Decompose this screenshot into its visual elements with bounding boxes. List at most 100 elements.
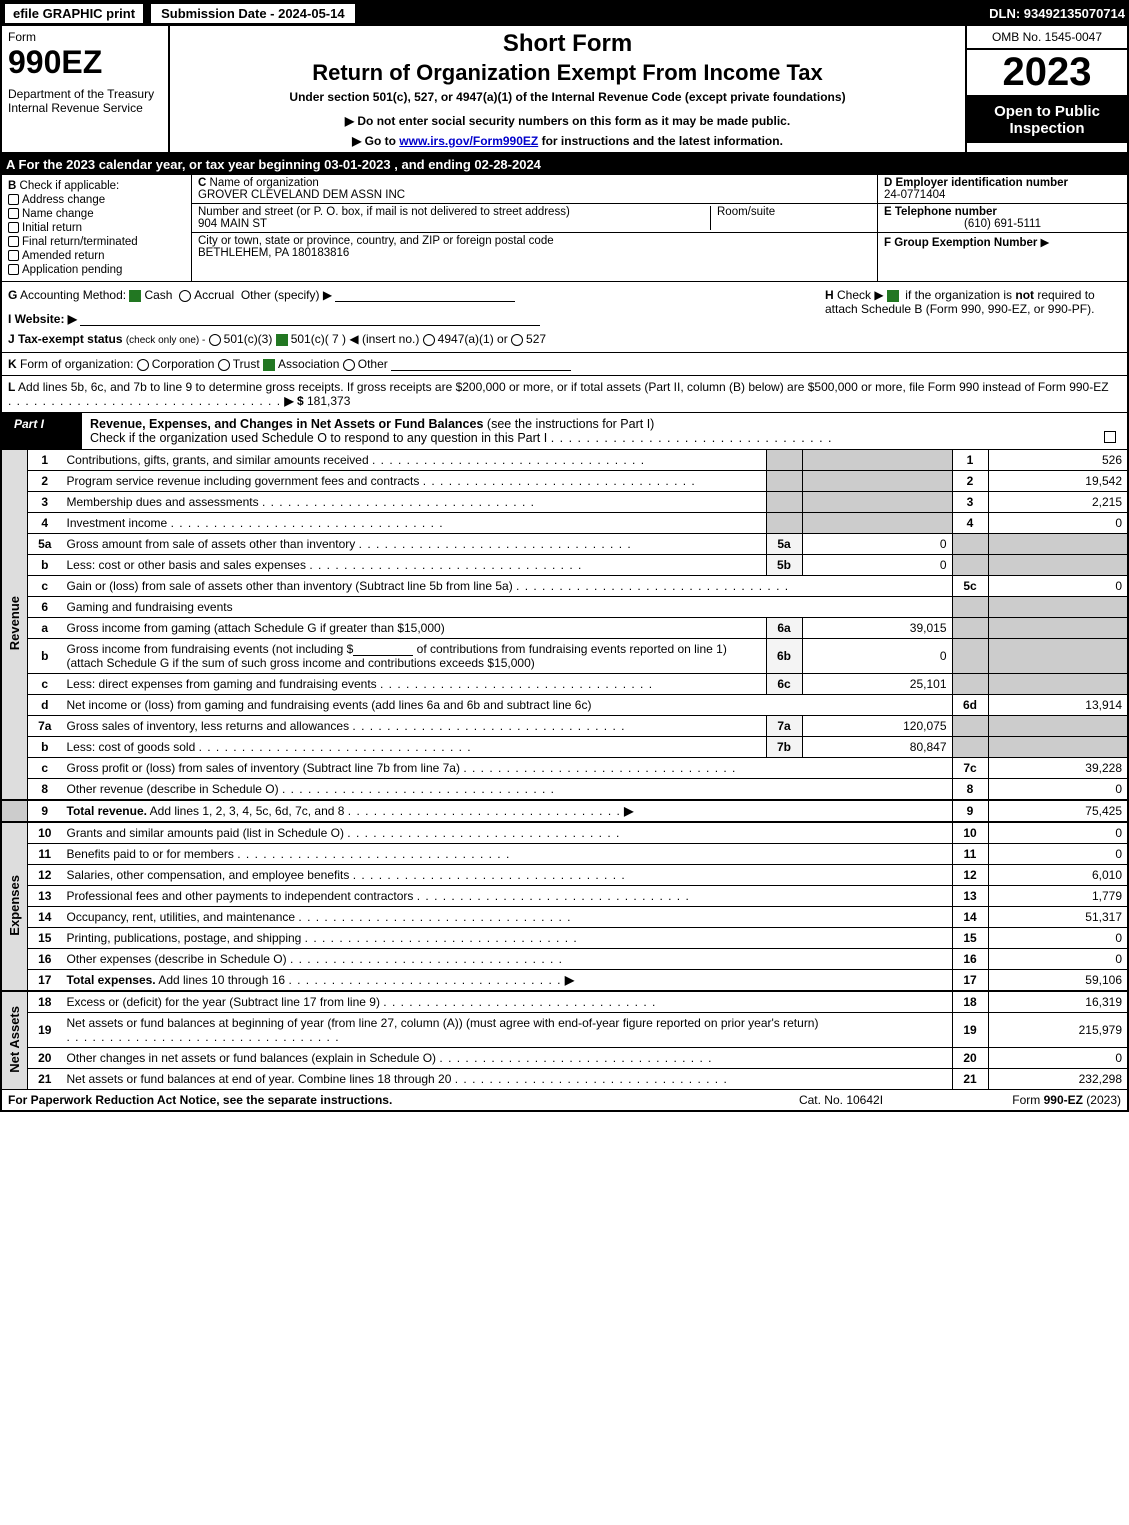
out-val: 16,319 [988, 991, 1128, 1013]
out-num: 11 [952, 844, 988, 865]
part1-sub: (see the instructions for Part I) [487, 417, 654, 431]
form-number: 990EZ [8, 44, 162, 81]
out-num: 12 [952, 865, 988, 886]
cb-amended-label: Amended return [22, 250, 104, 262]
out-val: 13,914 [988, 695, 1128, 716]
footer-right-form: 990-EZ [1044, 1093, 1083, 1107]
header-right: OMB No. 1545-0047 2023 Open to Public In… [967, 26, 1127, 152]
checkbox-schedule-b[interactable] [887, 290, 899, 302]
out-num: 10 [952, 822, 988, 844]
h-text-2: if the organization is [905, 288, 1012, 302]
d-label: D Employer identification number [884, 177, 1068, 189]
line-desc: Gaming and fundraising events [67, 600, 233, 614]
out-num: 8 [952, 779, 988, 801]
f-label: F Group Exemption Number [884, 237, 1037, 249]
line-desc: Gross profit or (loss) from sales of inv… [67, 761, 460, 775]
checkbox-final-return[interactable] [8, 236, 19, 247]
out-num: 7c [952, 758, 988, 779]
out-num: 17 [952, 970, 988, 992]
fundraising-amount-input[interactable] [353, 642, 413, 656]
out-val: 0 [988, 513, 1128, 534]
accounting-label: Accounting Method: [20, 288, 126, 302]
other-org-input[interactable] [391, 357, 571, 371]
section-g-left: G Accounting Method: Cash Accrual Other … [8, 288, 821, 346]
footer-right-pre: Form [1012, 1093, 1043, 1107]
e-label: E Telephone number [884, 206, 997, 218]
checkbox-4947[interactable] [423, 334, 435, 346]
instr-goto-prefix: ▶ Go to [352, 134, 399, 148]
checkbox-application-pending[interactable] [8, 264, 19, 275]
line-desc: Other changes in net assets or fund bala… [67, 1051, 437, 1065]
line-desc: Gross sales of inventory, less returns a… [67, 719, 350, 733]
form-header: Form 990EZ Department of the Treasury In… [0, 26, 1129, 154]
footer-catalog: Cat. No. 10642I [741, 1093, 941, 1107]
table-row: 4 Investment income 4 0 [1, 513, 1128, 534]
sub-num: 5b [766, 555, 802, 576]
submission-date-button[interactable]: Submission Date - 2024-05-14 [150, 3, 356, 24]
checkbox-trust[interactable] [218, 359, 230, 371]
checkbox-initial-return[interactable] [8, 222, 19, 233]
checkbox-accrual[interactable] [179, 290, 191, 302]
section-d-e-f: D Employer identification number 24-0771… [877, 175, 1127, 281]
sub-val: 0 [802, 639, 952, 674]
checkbox-schedule-o-part1[interactable] [1104, 431, 1116, 443]
section-c-address: C Name of organization GROVER CLEVELAND … [192, 175, 877, 281]
checkbox-527[interactable] [511, 334, 523, 346]
table-row: 3 Membership dues and assessments 3 2,21… [1, 492, 1128, 513]
table-row: 21 Net assets or fund balances at end of… [1, 1069, 1128, 1090]
line-desc: Net assets or fund balances at end of ye… [67, 1072, 452, 1086]
sub-val: 80,847 [802, 737, 952, 758]
checkbox-cash[interactable] [129, 290, 141, 302]
header-center: Short Form Return of Organization Exempt… [170, 26, 967, 152]
part1-table: Revenue 1 Contributions, gifts, grants, … [0, 450, 1129, 1090]
omb-number: OMB No. 1545-0047 [967, 26, 1127, 50]
checkbox-501c3[interactable] [209, 334, 221, 346]
checkbox-association[interactable] [263, 359, 275, 371]
checkbox-501c[interactable] [276, 334, 288, 346]
checkbox-other-org[interactable] [343, 359, 355, 371]
row-k: K Form of organization: Corporation Trus… [0, 353, 1129, 376]
checkbox-address-change[interactable] [8, 194, 19, 205]
k-text: Form of organization: [20, 357, 133, 371]
checkbox-name-change[interactable] [8, 208, 19, 219]
line-desc: Salaries, other compensation, and employ… [67, 868, 350, 882]
out-num: 19 [952, 1013, 988, 1048]
efile-print-button[interactable]: efile GRAPHIC print [4, 3, 144, 24]
l-arrow: ▶ $ [284, 394, 303, 408]
irs-link[interactable]: www.irs.gov/Form990EZ [399, 134, 538, 148]
cb-initial-label: Initial return [22, 222, 82, 234]
line-num: 1 [28, 450, 62, 471]
phone-value: (610) 691-5111 [884, 218, 1121, 230]
part1-title: Revenue, Expenses, and Changes in Net As… [82, 413, 1127, 449]
website-input[interactable] [80, 312, 540, 326]
table-row: b Gross income from fundraising events (… [1, 639, 1128, 674]
name-of-org-label: Name of organization [210, 177, 319, 189]
street-label: Number and street (or P. O. box, if mail… [198, 206, 570, 218]
table-row: 19 Net assets or fund balances at beginn… [1, 1013, 1128, 1048]
table-row: 7a Gross sales of inventory, less return… [1, 716, 1128, 737]
h-label: H [825, 288, 834, 302]
open-public-label: Open to Public Inspection [967, 97, 1127, 143]
line-desc-bold: Total revenue. [67, 804, 147, 818]
j-4947: 4947(a)(1) or [438, 332, 508, 346]
line-desc: Membership dues and assessments [67, 495, 259, 509]
line-desc: Less: cost of goods sold [67, 740, 196, 754]
out-num: 4 [952, 513, 988, 534]
out-val: 1,779 [988, 886, 1128, 907]
room-label: Room/suite [717, 206, 775, 218]
line-desc: Occupancy, rent, utilities, and maintena… [67, 910, 296, 924]
other-label: Other (specify) ▶ [241, 288, 332, 302]
other-specify-input[interactable] [335, 288, 515, 302]
checkbox-amended-return[interactable] [8, 250, 19, 261]
k-corp: Corporation [152, 357, 215, 371]
line-desc: Other expenses (describe in Schedule O) [67, 952, 287, 966]
sub-val: 120,075 [802, 716, 952, 737]
out-val: 59,106 [988, 970, 1128, 992]
table-row: 16 Other expenses (describe in Schedule … [1, 949, 1128, 970]
checkbox-corporation[interactable] [137, 359, 149, 371]
out-num: 14 [952, 907, 988, 928]
out-val: 0 [988, 949, 1128, 970]
line-desc: Net assets or fund balances at beginning… [67, 1016, 819, 1030]
line-desc: Other revenue (describe in Schedule O) [67, 782, 279, 796]
short-form-title: Short Form [178, 30, 957, 58]
